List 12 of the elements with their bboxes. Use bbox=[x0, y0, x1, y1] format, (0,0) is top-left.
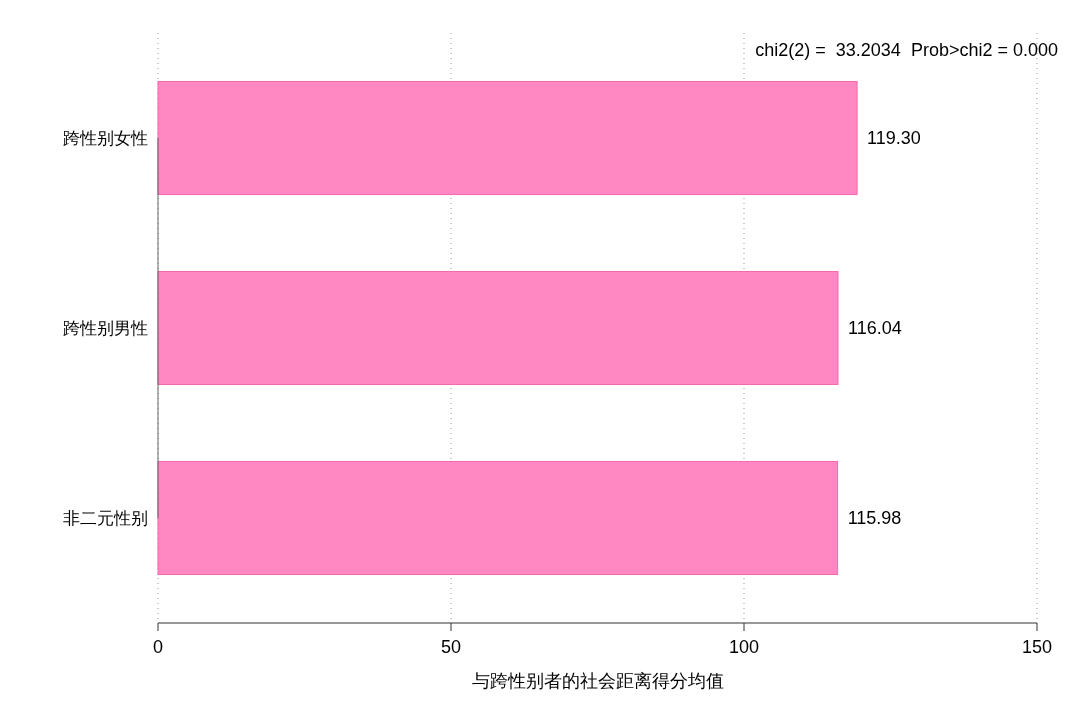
x-axis-title: 与跨性别者的社会距离得分均值 bbox=[471, 671, 724, 691]
y-tick-label: 非二元性别 bbox=[63, 508, 148, 528]
data-label: 115.98 bbox=[847, 508, 902, 528]
data-label: 116.04 bbox=[847, 318, 902, 338]
x-tick-label: 50 bbox=[440, 637, 462, 657]
data-label: 119.30 bbox=[867, 128, 921, 148]
x-tick-label: 100 bbox=[728, 637, 760, 657]
y-tick-label: 跨性别男性 bbox=[63, 318, 148, 338]
x-tick-label: 0 bbox=[152, 637, 164, 657]
y-tick-label: 跨性别女性 bbox=[63, 128, 148, 148]
x-tick-label: 150 bbox=[1021, 637, 1053, 657]
annotation: chi2(2) = 33.2034 Prob>chi2 = 0.000 bbox=[755, 40, 1058, 60]
